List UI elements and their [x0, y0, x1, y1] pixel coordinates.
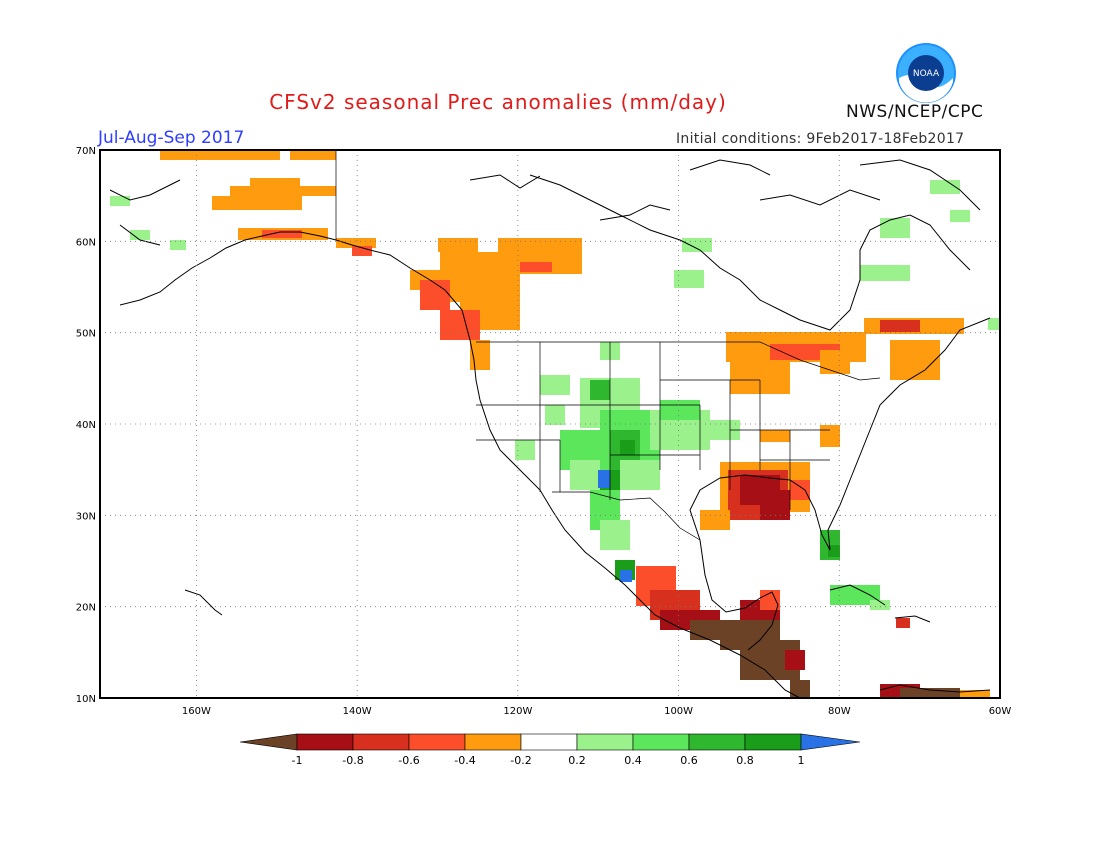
- anomaly-cell: [130, 230, 150, 240]
- anomaly-cell: [820, 350, 850, 374]
- colorbar-label: 1: [798, 754, 805, 767]
- anomaly-cell: [590, 380, 610, 400]
- y-tick-labels: 70N 60N 50N 40N 30N 20N 10N: [76, 146, 96, 705]
- anomaly-cell: [262, 230, 302, 238]
- anomaly-cell: [828, 545, 840, 557]
- anomaly-cell: [515, 440, 535, 460]
- x-tick-label: 160W: [182, 706, 211, 717]
- colorbar-box: [520, 733, 578, 751]
- anomaly-cell: [250, 178, 300, 188]
- political-borders: [335, 150, 881, 541]
- anomaly-cell: [880, 320, 920, 332]
- colorbar-label: -0.6: [398, 754, 419, 767]
- anomaly-cell: [820, 425, 840, 447]
- map-frame: [99, 149, 1001, 699]
- y-tick-label: 30N: [76, 511, 96, 522]
- y-tick-label: 20N: [76, 603, 96, 614]
- colorbar-label: 0.2: [568, 754, 586, 767]
- anomaly-cell: [950, 210, 970, 222]
- anomaly-cell: [674, 270, 704, 288]
- anomaly-cell: [930, 180, 960, 194]
- anomaly-cell: [570, 460, 600, 490]
- y-tick-label: 10N: [76, 694, 96, 705]
- anomaly-cell: [438, 238, 478, 252]
- noaa-logo-text: NOAA: [913, 69, 940, 79]
- y-tick-label: 40N: [76, 420, 96, 431]
- anomaly-cell: [336, 238, 376, 248]
- colorbar-label: -0.4: [454, 754, 475, 767]
- anomaly-cell: [790, 680, 810, 698]
- anomaly-cell: [290, 150, 336, 160]
- anomaly-cell: [540, 375, 570, 395]
- anomaly-cell: [620, 570, 632, 582]
- x-tick-label: 60W: [989, 706, 1012, 717]
- anomaly-cell: [682, 238, 712, 252]
- anomaly-cell: [790, 480, 810, 500]
- anomaly-cell: [785, 650, 805, 670]
- x-tick-label: 140W: [343, 706, 372, 717]
- lat-lon-grid: [100, 150, 1000, 698]
- x-tick-labels: 160W 140W 120W 100W 80W 60W: [182, 706, 1011, 717]
- colorbar-arrow-low: [239, 733, 298, 751]
- anomaly-cell: [988, 318, 1000, 330]
- anomaly-cell: [880, 218, 910, 238]
- colorbar-label: -0.2: [510, 754, 531, 767]
- y-tick-label: 60N: [76, 237, 96, 248]
- x-tick-label: 80W: [828, 706, 851, 717]
- chart-title: CFSv2 seasonal Prec anomalies (mm/day): [269, 90, 727, 114]
- coastlines: [109, 159, 991, 699]
- colorbar-label: 0.4: [624, 754, 642, 767]
- anomaly-cell: [896, 618, 910, 628]
- anomaly-cell: [760, 430, 790, 442]
- anomaly-cell: [600, 520, 630, 550]
- colorbar-label: 0.8: [736, 754, 754, 767]
- period-label: Jul-Aug-Sep 2017: [98, 128, 245, 148]
- agency-label: NWS/NCEP/CPC: [846, 102, 984, 122]
- initial-conditions-label: Initial conditions: 9Feb2017-18Feb2017: [676, 131, 965, 147]
- x-tick-label: 120W: [503, 706, 532, 717]
- anomaly-cell: [230, 186, 336, 196]
- noaa-logo: NOAA: [896, 43, 956, 103]
- anomaly-cell: [890, 340, 940, 380]
- anomaly-cell: [110, 196, 130, 206]
- anomaly-cell: [440, 310, 480, 340]
- colorbar-label: 0.6: [680, 754, 698, 767]
- y-tick-label: 50N: [76, 329, 96, 340]
- anomaly-cell: [170, 240, 186, 250]
- anomaly-cell: [700, 510, 730, 530]
- anomaly-cell: [830, 585, 880, 605]
- anomaly-cell: [545, 405, 565, 425]
- anomaly-cell: [620, 440, 635, 455]
- colorbar-box: [688, 733, 746, 751]
- anomaly-cell: [160, 150, 280, 160]
- anomaly-cell: [960, 690, 990, 698]
- colorbar-label: -0.8: [342, 754, 363, 767]
- anomaly-cell: [496, 262, 552, 272]
- anomaly-cell: [212, 196, 302, 210]
- colorbar-box: [576, 733, 634, 751]
- colorbar-box: [464, 733, 522, 751]
- anomaly-cell: [470, 340, 490, 370]
- anomaly-cell: [620, 460, 660, 490]
- x-tick-label: 100W: [664, 706, 693, 717]
- anomaly-cell: [870, 600, 890, 610]
- anomaly-cell: [900, 688, 960, 698]
- colorbar-box: [296, 733, 354, 751]
- anomaly-cell: [420, 280, 450, 310]
- colorbar-arrow-high: [800, 733, 861, 751]
- anomaly-cell: [860, 265, 910, 281]
- colorbar-box: [632, 733, 690, 751]
- colorbar-label: -1: [292, 754, 303, 767]
- anomaly-cell: [598, 470, 610, 488]
- colorbar-box: [352, 733, 410, 751]
- y-tick-label: 70N: [76, 146, 96, 157]
- colorbar-box: [408, 733, 466, 751]
- colorbar-box: [744, 733, 802, 751]
- anomaly-cell: [352, 246, 372, 256]
